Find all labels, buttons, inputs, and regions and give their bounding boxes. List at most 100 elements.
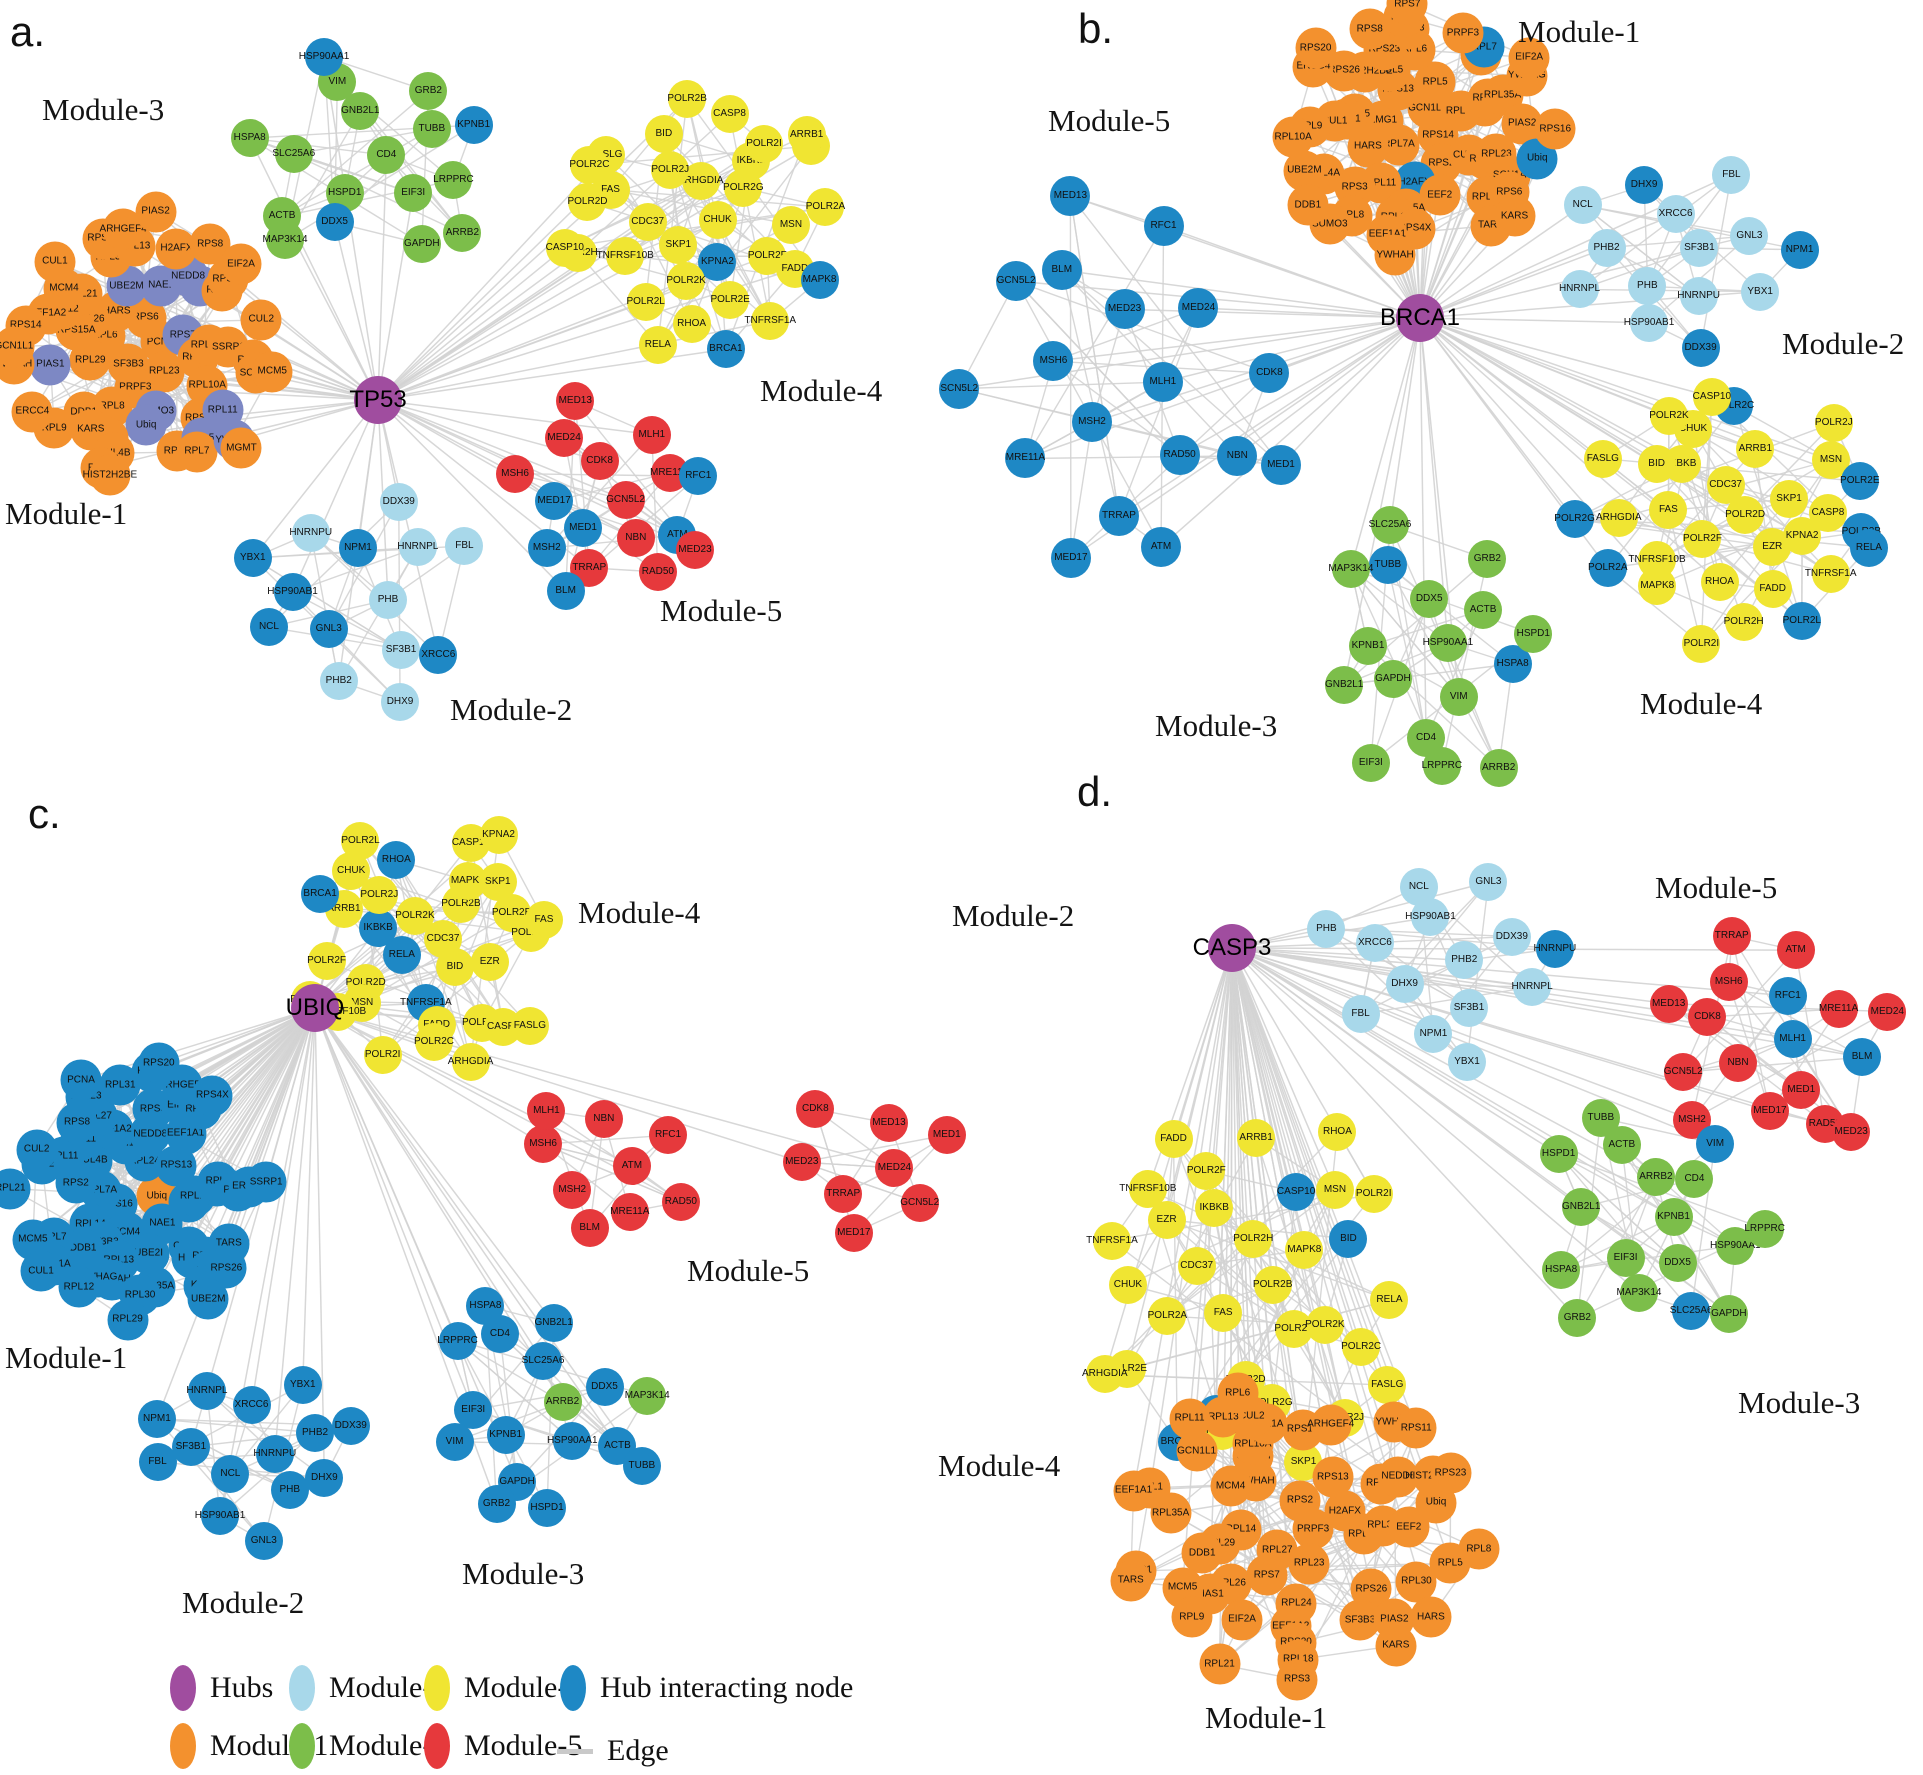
node-rps13[interactable]: RPS13 [1312, 1456, 1354, 1498]
node-msh2[interactable]: MSH2 [553, 1170, 592, 1209]
node-sf3b1[interactable]: SF3B1 [382, 631, 421, 670]
node-polr2i[interactable]: POLR2I [1354, 1175, 1393, 1214]
node-med23[interactable]: MED23 [1104, 289, 1145, 330]
node-nedd8[interactable]: NEDD8 [1377, 1456, 1419, 1498]
node-skp1[interactable]: SKP1 [1770, 479, 1809, 518]
node-scn5l2[interactable]: SCN5L2 [939, 368, 980, 409]
node-ercc4[interactable]: ERCC4 [11, 391, 53, 433]
node-casp8[interactable]: CASP8 [1808, 493, 1847, 532]
node-msh6[interactable]: MSH6 [524, 1125, 563, 1164]
node-mgmt[interactable]: MGMT [220, 427, 262, 469]
node-dhx9[interactable]: DHX9 [1385, 965, 1424, 1004]
node-tnfrsf10b[interactable]: TNFRSF10B [1119, 1170, 1176, 1209]
node-arhgef4[interactable]: ARHGEF4 [1307, 1404, 1354, 1446]
node-gnl3[interactable]: GNL3 [1730, 216, 1769, 255]
node-mapk8[interactable]: MAPK8 [1285, 1230, 1324, 1269]
node-map3k14[interactable]: MAP3K14 [263, 221, 308, 260]
node-ncl[interactable]: NCL [249, 608, 288, 647]
node-mapk8[interactable]: MAPK8 [800, 260, 839, 299]
node-med13[interactable]: MED13 [1050, 176, 1091, 217]
node-cd4[interactable]: CD4 [367, 136, 406, 175]
node-cdc37[interactable]: CDC37 [1706, 466, 1745, 505]
node-gcn5l2[interactable]: GCN5L2 [996, 261, 1037, 302]
node-polr2b[interactable]: POLR2B [1253, 1266, 1292, 1305]
node-rhoa[interactable]: RHOA [672, 304, 711, 343]
node-rpl6[interactable]: RPL6 [1217, 1372, 1259, 1414]
node-ncl[interactable]: NCL [211, 1455, 250, 1494]
node-fbl[interactable]: FBL [1341, 995, 1380, 1034]
node-rad50[interactable]: RAD50 [661, 1182, 700, 1221]
node-ybx1[interactable]: YBX1 [283, 1365, 322, 1404]
node-mapk8[interactable]: MAPK8 [1638, 566, 1677, 605]
node-hspa8[interactable]: HSPA8 [466, 1286, 505, 1325]
node-npm1[interactable]: NPM1 [338, 529, 377, 568]
node-arrb1[interactable]: ARRB1 [787, 115, 826, 154]
node-ddx5[interactable]: DDX5 [1410, 580, 1449, 619]
node-polr2g[interactable]: POLR2G [1554, 500, 1595, 539]
node-rela[interactable]: RELA [1849, 528, 1888, 567]
node-phb2[interactable]: PHB2 [319, 662, 358, 701]
node-slc25a6[interactable]: SLC25A6 [1369, 506, 1411, 545]
node-rps16[interactable]: RPS16 [1534, 108, 1576, 150]
node-med17[interactable]: MED17 [834, 1213, 873, 1252]
node-mlh1[interactable]: MLH1 [1142, 362, 1183, 403]
node-dhx9[interactable]: DHX9 [305, 1458, 344, 1497]
node-hspa8[interactable]: HSPA8 [230, 119, 269, 158]
node-atm[interactable]: ATM [1776, 931, 1815, 970]
node-casp10[interactable]: CASP10 [1277, 1172, 1315, 1211]
node-arhgdia[interactable]: ARHGDIA [1082, 1355, 1128, 1394]
node-grb2[interactable]: GRB2 [1468, 540, 1507, 579]
node-blm[interactable]: BLM [1843, 1038, 1882, 1077]
node-polr2f[interactable]: POLR2F [307, 942, 346, 981]
node-gnb2l1[interactable]: GNB2L1 [341, 92, 379, 131]
node-mapk8[interactable]: MAPK8 [448, 861, 487, 900]
node-eif2a[interactable]: EIF2A [1508, 37, 1550, 78]
node-dhx9[interactable]: DHX9 [381, 683, 420, 722]
node-hnrnpl[interactable]: HNRNPL [397, 528, 438, 567]
node-cdc37[interactable]: CDC37 [628, 202, 667, 241]
node-rps3[interactable]: RPS3 [1276, 1659, 1318, 1701]
node-polr2b[interactable]: POLR2B [667, 79, 707, 118]
node-ikbkb[interactable]: IKBKB [359, 909, 398, 948]
node-polr2j[interactable]: POLR2J [651, 150, 690, 189]
node-msh6[interactable]: MSH6 [496, 454, 535, 493]
node-rela[interactable]: RELA [638, 325, 677, 364]
node-gnl3[interactable]: GNL3 [309, 610, 348, 649]
node-polr2h[interactable]: POLR2H [1233, 1220, 1273, 1259]
node-fadd[interactable]: FADD [1154, 1120, 1193, 1159]
node-med13[interactable]: MED13 [1649, 984, 1688, 1023]
node-mre11a[interactable]: MRE11A [1005, 438, 1046, 479]
node-ncl[interactable]: NCL [1399, 867, 1438, 906]
node-phb2[interactable]: PHB2 [1445, 941, 1484, 980]
node-hspd1[interactable]: HSPD1 [1514, 615, 1553, 654]
node-nbn[interactable]: NBN [616, 519, 655, 558]
node-ybx1[interactable]: YBX1 [1448, 1042, 1486, 1081]
node-med1[interactable]: MED1 [564, 509, 603, 548]
node-polr2k[interactable]: POLR2K [1649, 397, 1689, 436]
node-polr2a[interactable]: POLR2A [806, 188, 845, 227]
node-map3k14[interactable]: MAP3K14 [625, 1376, 670, 1415]
node-tnfrsf1a[interactable]: TNFRSF1A [744, 302, 796, 341]
node-hnrnpu[interactable]: HNRNPU [253, 1434, 296, 1473]
node-tubb[interactable]: TUBB [622, 1446, 661, 1485]
node-skp1[interactable]: SKP1 [478, 862, 517, 901]
node-atm[interactable]: ATM [1141, 526, 1182, 567]
node-gcn5l2[interactable]: GCN5L2 [1664, 1053, 1703, 1092]
node-skp1[interactable]: SKP1 [659, 226, 698, 265]
node-ddx5[interactable]: DDX5 [1658, 1244, 1697, 1283]
node-fadd[interactable]: FADD [1753, 570, 1792, 609]
node-hspd1[interactable]: HSPD1 [1539, 1135, 1578, 1174]
node-phb[interactable]: PHB [369, 580, 408, 619]
node-ywhah[interactable]: YWHAH [1374, 234, 1416, 276]
node-pias1[interactable]: PIAS1 [29, 344, 71, 386]
node-lrpprc[interactable]: LRPPRC [1744, 1210, 1785, 1249]
node-xrcc6[interactable]: XRCC6 [419, 636, 458, 675]
node-polr2i[interactable]: POLR2I [745, 124, 783, 163]
node-phb2[interactable]: PHB2 [296, 1413, 335, 1452]
node-rps8[interactable]: RPS8 [189, 223, 231, 265]
node-rfc1[interactable]: RFC1 [1143, 206, 1184, 247]
node-kars[interactable]: KARS [1494, 195, 1536, 237]
node-npm1[interactable]: NPM1 [137, 1400, 176, 1439]
node-xrcc6[interactable]: XRCC6 [1355, 923, 1394, 962]
node-rps20[interactable]: RPS20 [1295, 27, 1337, 69]
